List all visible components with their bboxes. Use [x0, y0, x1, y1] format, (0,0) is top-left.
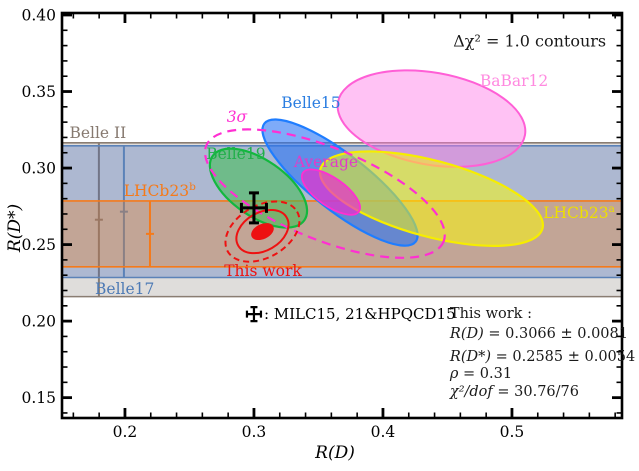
cross-marker-icon	[245, 306, 263, 323]
ellipse-average	[301, 168, 361, 216]
x-tick-label: 0.3	[242, 423, 267, 441]
results-title: This work :	[450, 306, 532, 322]
x-tick-label: 0.5	[500, 423, 525, 441]
y-tick-label: 0.15	[21, 389, 56, 407]
markers-layer	[239, 191, 268, 225]
labels-layer: 0.2 0.3 0.4 0.5 0.15 0.20 0.25 0.30 0.35 0.40 Bell…	[5, 6, 635, 463]
label-lhcb23b: LHCb23b	[124, 181, 196, 200]
label-lhcb23a: LHCb23a	[543, 203, 615, 222]
ellipses-layer	[203, 69, 545, 263]
label-belle19: Belle19	[206, 145, 265, 163]
y-tick-label: 0.35	[21, 83, 56, 101]
ellipse-thiswork-1sigma	[251, 223, 274, 241]
label-contours-note: Δχ² = 1.0 contours	[453, 32, 606, 51]
x-tick-label: 0.2	[113, 423, 138, 441]
label-belle15: Belle15	[281, 94, 340, 112]
legend-note: : MILC15, 21&HPQCD15	[245, 305, 456, 323]
x-axis-label: R(D)	[314, 443, 355, 463]
y-axis-label: R(D*)	[5, 204, 25, 253]
results-line-0: R(D) = 0.3066 ± 0.0081	[449, 326, 628, 342]
ellipse-lhcb23a	[318, 150, 545, 247]
label-belle17: Belle17	[95, 280, 154, 298]
label-sigma3: 3σ	[227, 108, 248, 126]
ellipse-average-3sigma	[203, 128, 446, 259]
y-tick-label: 0.30	[21, 160, 56, 178]
frame-layer	[60, 11, 624, 420]
results-line-1: R(D*) = 0.2585 ± 0.0054	[449, 349, 635, 365]
axis-frame	[60, 11, 624, 420]
x-tick-label: 0.4	[371, 423, 396, 441]
label-babar12: BaBar12	[480, 72, 548, 90]
results-line-2: ρ = 0.31	[449, 366, 512, 382]
results-line-3: χ²/dof = 30.76/76	[449, 384, 579, 400]
y-tick-label: 0.20	[21, 313, 56, 331]
ellipse-thiswork-3sigma	[224, 200, 301, 263]
label-belle-ii: Belle II	[69, 124, 126, 142]
label-average: Average	[293, 153, 358, 171]
cross-marker-icon	[239, 191, 268, 225]
y-tick-label: 0.25	[21, 236, 56, 254]
y-tick-label: 0.40	[21, 6, 56, 24]
label-this-work: This work	[224, 262, 302, 280]
legend-note-text: : MILC15, 21&HPQCD15	[264, 305, 456, 323]
